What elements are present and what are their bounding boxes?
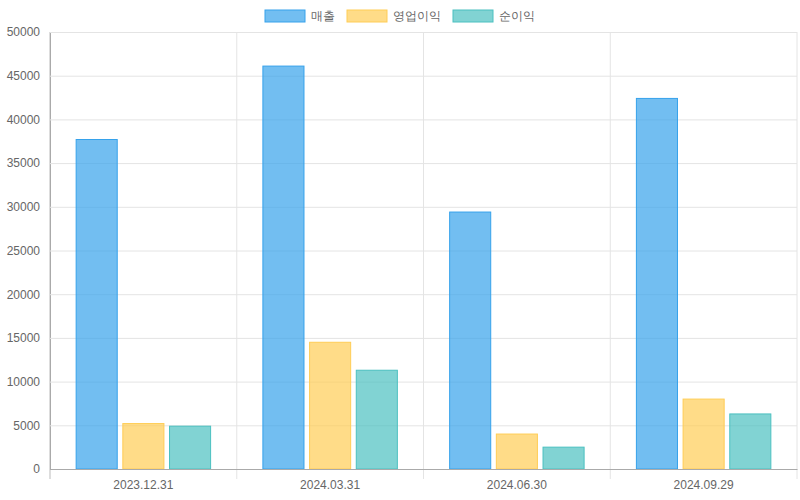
y-tick: 20000 (7, 288, 797, 302)
bar (636, 98, 677, 469)
legend-label: 영업이익 (393, 9, 441, 23)
y-tick-label: 25000 (7, 244, 41, 258)
x-tick: 2024.09.29 (674, 469, 734, 492)
bar (496, 434, 537, 469)
y-tick: 10000 (7, 375, 797, 389)
bar (170, 426, 211, 469)
bar (543, 447, 584, 469)
y-grid-line (50, 163, 797, 164)
y-tick: 15000 (7, 331, 797, 345)
legend-swatch (347, 10, 387, 22)
y-tick: 45000 (7, 69, 797, 83)
x-tick-label: 2024.06.30 (487, 478, 547, 492)
y-grid-line (50, 119, 797, 120)
y-tick-label: 10000 (7, 375, 41, 389)
y-tick-label: 15000 (7, 331, 41, 345)
y-tick: 35000 (7, 156, 797, 170)
y-tick-label: 20000 (7, 288, 41, 302)
plot: 0 5000 10000 15000 20000 25000 30000 35000 40000… (7, 25, 798, 491)
bar (123, 424, 164, 469)
bar (310, 342, 351, 469)
x-grid-line (797, 32, 798, 479)
y-tick-label: 40000 (7, 113, 41, 127)
legend-item[interactable]: 순이익 (453, 9, 535, 23)
bar (263, 66, 304, 469)
x-grid-line (50, 32, 51, 479)
y-tick-label: 45000 (7, 69, 41, 83)
legend: 매출 영업이익 순이익 (265, 9, 535, 23)
x-axis-line (51, 469, 798, 470)
y-grid-line (50, 251, 797, 252)
y-grid-line (50, 382, 797, 383)
x-tick: 2024.06.30 (487, 469, 547, 492)
y-grid-line (50, 207, 797, 208)
x-tick-label: 2024.09.29 (674, 478, 734, 492)
series (123, 342, 724, 469)
bar (356, 370, 397, 469)
y-tick-label: 5000 (13, 419, 40, 433)
y-tick-label: 30000 (7, 200, 41, 214)
y-tick: 50000 (7, 25, 797, 39)
x-tick-label: 2023.12.31 (113, 478, 173, 492)
legend-swatch (265, 10, 305, 22)
y-tick-label: 0 (33, 462, 40, 476)
y-tick: 40000 (7, 113, 797, 127)
y-grid-line (50, 469, 797, 470)
legend-label: 매출 (311, 9, 335, 23)
legend-label: 순이익 (499, 9, 535, 23)
x-tick: 2024.03.31 (300, 469, 360, 492)
series (170, 370, 771, 469)
y-axis: 0 5000 10000 15000 20000 25000 30000 35000 40000… (7, 25, 797, 476)
y-grid-line (50, 294, 797, 295)
x-grid (50, 32, 797, 479)
x-tick-label: 2024.03.31 (300, 478, 360, 492)
y-tick: 30000 (7, 200, 797, 214)
y-tick-label: 50000 (7, 25, 41, 39)
series (76, 66, 677, 469)
x-axis: 2023.12.31 2024.03.31 2024.06.30 2024.09.29 (51, 469, 798, 492)
legend-swatch (453, 10, 493, 22)
y-grid-line (50, 76, 797, 77)
x-grid-line (423, 32, 424, 479)
legend-item[interactable]: 영업이익 (347, 9, 441, 23)
chart: 0 5000 10000 15000 20000 25000 30000 35000 40000… (0, 0, 800, 500)
x-tick: 2023.12.31 (113, 469, 173, 492)
bar (683, 399, 724, 469)
bars (76, 66, 771, 469)
bar (76, 140, 117, 469)
y-tick-label: 35000 (7, 156, 41, 170)
bar (450, 212, 491, 469)
y-tick: 25000 (7, 244, 797, 258)
bar (730, 414, 771, 469)
x-grid-line (610, 32, 611, 479)
x-grid-line (236, 32, 237, 479)
y-grid-line (50, 32, 797, 33)
legend-item[interactable]: 매출 (265, 9, 335, 23)
y-grid-line (50, 338, 797, 339)
